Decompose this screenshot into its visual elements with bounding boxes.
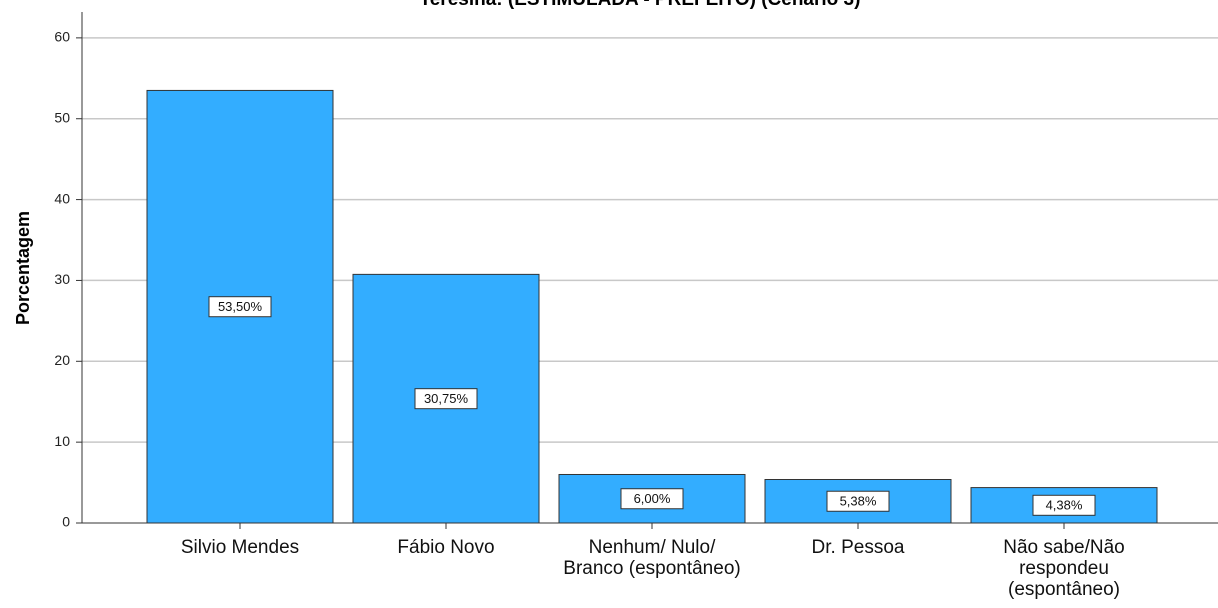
y-axis-label: Porcentagem [13,211,33,325]
value-label-box [826,490,890,512]
value-label-box [1032,494,1096,516]
bar [558,473,746,524]
value-label-box [208,296,272,318]
value-label-box [414,388,478,410]
x-tick-label: Silvio Mendes [180,537,300,558]
x-tick-label: Dr. Pessoa [811,537,905,558]
chart-title: Teresina: (ESTIMULADA - PREFEITO) (Cenár… [420,0,861,10]
value-label: 30,75% [424,391,469,406]
value-label: 53,50% [218,299,263,314]
value-label-box [620,488,684,510]
y-tick-label: 10 [54,433,70,449]
y-tick-label: 30 [54,271,70,287]
y-tick-label: 20 [54,352,70,368]
y-tick-label: 40 [54,190,70,206]
y-tick-label: 0 [62,514,70,530]
value-label: 5,38% [840,494,877,509]
value-label: 4,38% [1046,498,1083,513]
x-tick-label: Fábio Novo [397,537,495,558]
value-label: 6,00% [634,491,671,506]
y-tick-label: 50 [54,109,70,125]
x-tick-label: Não sabe/Não respondeu (espontâneo) [1003,537,1125,600]
x-tick-label: Nenhum/ Nulo/ Branco (espontâneo) [563,537,741,579]
y-tick-label: 60 [54,29,70,45]
